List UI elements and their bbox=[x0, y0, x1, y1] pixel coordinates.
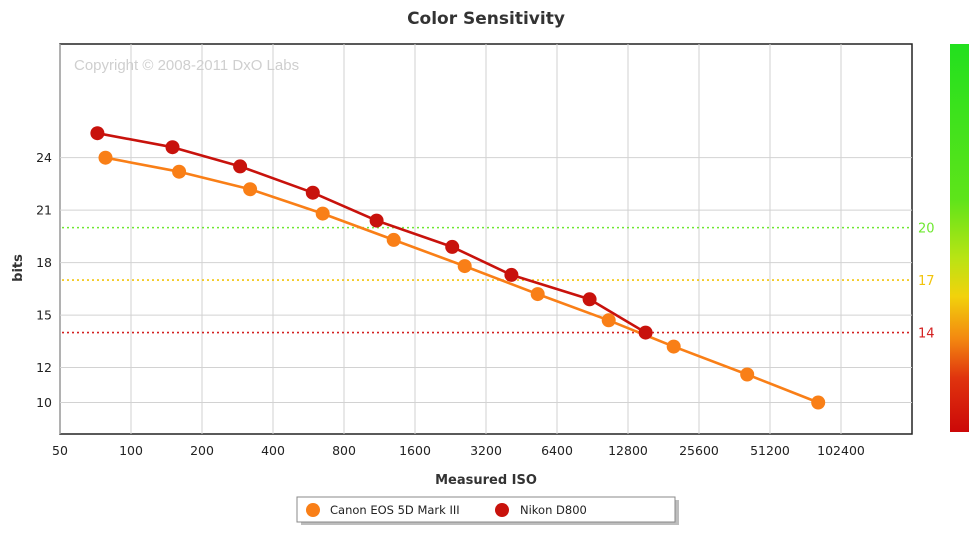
x-tick-label: 25600 bbox=[679, 443, 719, 458]
x-axis-label: Measured ISO bbox=[435, 473, 537, 488]
data-point-canon bbox=[666, 339, 681, 354]
reference-line-label: 20 bbox=[918, 222, 935, 237]
y-tick-label: 24 bbox=[36, 150, 52, 165]
x-tick-label: 800 bbox=[332, 443, 356, 458]
color-scale-bar bbox=[950, 44, 969, 432]
x-tick-label: 400 bbox=[261, 443, 285, 458]
x-tick-label: 12800 bbox=[608, 443, 648, 458]
data-point-canon bbox=[601, 313, 616, 328]
legend-label-nikon: Nikon D800 bbox=[520, 503, 587, 517]
data-point-canon bbox=[457, 259, 472, 274]
legend-marker-canon bbox=[306, 503, 320, 517]
y-tick-label: 10 bbox=[36, 395, 52, 410]
data-point-canon bbox=[172, 164, 187, 179]
data-point-canon bbox=[315, 206, 330, 221]
reference-line-label: 14 bbox=[918, 327, 935, 342]
chart-title: Color Sensitivity bbox=[407, 9, 565, 29]
y-tick-label: 18 bbox=[36, 255, 52, 270]
y-tick-labels: 10 12 15 18 21 24 bbox=[36, 150, 52, 410]
data-point-nikon bbox=[369, 213, 384, 228]
x-tick-labels: 50 100 200 400 800 1600 3200 6400 12800 25600 5120… bbox=[52, 443, 865, 458]
data-point-canon bbox=[740, 367, 755, 382]
legend-marker-nikon bbox=[495, 503, 509, 517]
data-point-nikon bbox=[165, 140, 180, 155]
data-point-nikon bbox=[445, 239, 460, 254]
data-point-nikon bbox=[504, 267, 519, 282]
data-point-canon bbox=[243, 182, 258, 197]
copyright-watermark: Copyright © 2008-2011 DxO Labs bbox=[74, 57, 299, 74]
y-gridlines bbox=[60, 157, 912, 404]
x-tick-label: 51200 bbox=[750, 443, 790, 458]
x-tick-label: 6400 bbox=[541, 443, 573, 458]
x-tick-label: 50 bbox=[52, 443, 68, 458]
data-point-nikon bbox=[582, 292, 597, 307]
data-point-canon bbox=[98, 150, 113, 165]
data-point-canon bbox=[386, 232, 401, 247]
data-point-canon bbox=[811, 395, 826, 410]
reference-line-label: 17 bbox=[918, 274, 935, 289]
x-tick-label: 100 bbox=[119, 443, 143, 458]
legend: Canon EOS 5D Mark III Nikon D800 bbox=[296, 496, 679, 525]
series-layer bbox=[90, 126, 826, 410]
x-tick-label: 200 bbox=[190, 443, 214, 458]
data-point-canon bbox=[530, 287, 545, 302]
data-point-nikon bbox=[305, 185, 320, 200]
data-point-nikon bbox=[90, 126, 105, 141]
data-point-nikon bbox=[233, 159, 248, 174]
legend-label-canon: Canon EOS 5D Mark III bbox=[330, 503, 460, 517]
data-point-nikon bbox=[638, 325, 653, 340]
legend-box bbox=[296, 496, 676, 523]
x-tick-label: 102400 bbox=[817, 443, 865, 458]
x-tick-label: 1600 bbox=[399, 443, 431, 458]
y-tick-label: 21 bbox=[36, 203, 52, 218]
reference-lines: 20 17 14 bbox=[62, 222, 935, 342]
y-axis-label: bits bbox=[11, 254, 26, 282]
y-tick-label: 12 bbox=[36, 360, 52, 375]
x-tick-label: 3200 bbox=[470, 443, 502, 458]
x-gridlines bbox=[59, 44, 842, 434]
y-tick-label: 15 bbox=[36, 308, 52, 323]
